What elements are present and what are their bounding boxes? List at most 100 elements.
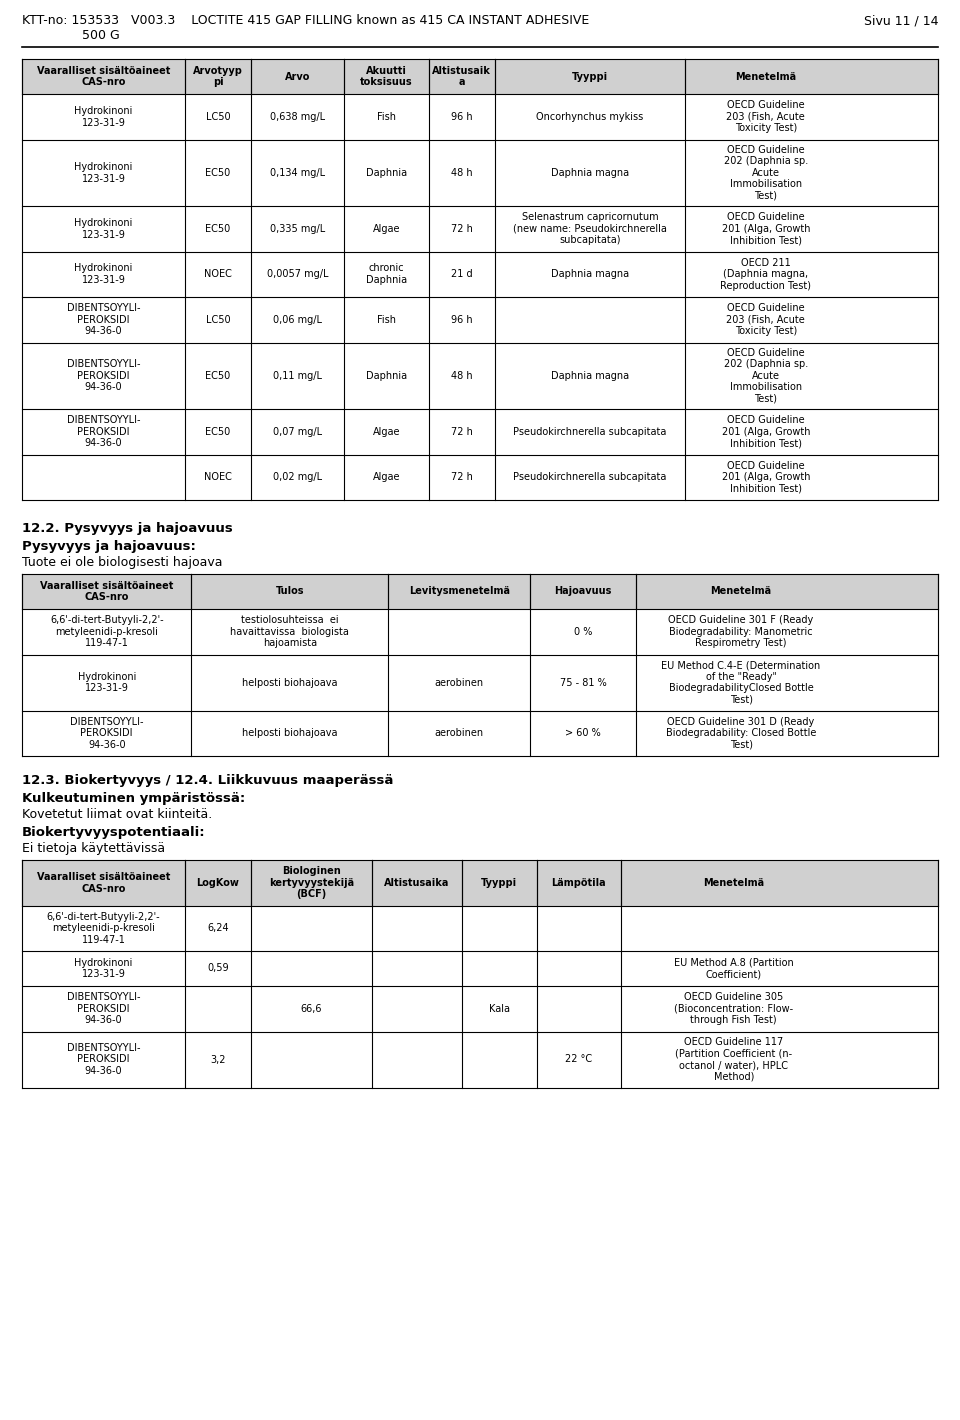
Text: Menetelmä: Menetelmä	[710, 586, 772, 596]
Text: DIBENTSOYYLI-
PEROKSIDI
94-36-0: DIBENTSOYYLI- PEROKSIDI 94-36-0	[67, 359, 140, 392]
Text: helposti biohajoava: helposti biohajoava	[242, 728, 338, 738]
Text: Tuote ei ole biologisesti hajoava: Tuote ei ole biologisesti hajoava	[22, 557, 223, 569]
Text: DIBENTSOYYLI-
PEROKSIDI
94-36-0: DIBENTSOYYLI- PEROKSIDI 94-36-0	[67, 302, 140, 337]
Text: Algae: Algae	[372, 224, 400, 234]
Text: Biologinen
kertyvyystekijä
(BCF): Biologinen kertyvyystekijä (BCF)	[269, 866, 354, 899]
Text: Biokertyvyyspotentiaali:: Biokertyvyyspotentiaali:	[22, 826, 205, 839]
Text: Daphnia magna: Daphnia magna	[551, 371, 629, 381]
Text: OECD Guideline
202 (Daphnia sp.
Acute
Immobilisation
Test): OECD Guideline 202 (Daphnia sp. Acute Im…	[724, 348, 808, 403]
Text: Hydrokinoni
123-31-9: Hydrokinoni 123-31-9	[74, 162, 132, 183]
Text: 0,134 mg/L: 0,134 mg/L	[270, 168, 325, 178]
Text: LC50: LC50	[205, 315, 230, 325]
Text: 6,6'-di-tert-Butyyli-2,2'-
metyleenidi-p-kresoli
119-47-1: 6,6'-di-tert-Butyyli-2,2'- metyleenidi-p…	[47, 912, 160, 944]
Text: Daphnia magna: Daphnia magna	[551, 168, 629, 178]
Text: OECD Guideline
201 (Alga, Growth
Inhibition Test): OECD Guideline 201 (Alga, Growth Inhibit…	[722, 460, 810, 494]
Text: 0,07 mg/L: 0,07 mg/L	[274, 427, 323, 437]
Text: NOEC: NOEC	[204, 473, 232, 483]
Text: LC50: LC50	[205, 112, 230, 122]
Text: Pseudokirchnerella subcapitata: Pseudokirchnerella subcapitata	[514, 473, 666, 483]
Text: Altistusaika: Altistusaika	[384, 878, 449, 888]
Text: aerobinen: aerobinen	[435, 728, 484, 738]
Text: Kulkeutuminen ympäristössä:: Kulkeutuminen ympäristössä:	[22, 792, 245, 805]
Text: 96 h: 96 h	[451, 315, 472, 325]
Text: Algae: Algae	[372, 427, 400, 437]
Text: DIBENTSOYYLI-
PEROKSIDI
94-36-0: DIBENTSOYYLI- PEROKSIDI 94-36-0	[67, 1042, 140, 1076]
Text: DIBENTSOYYLI-
PEROKSIDI
94-36-0: DIBENTSOYYLI- PEROKSIDI 94-36-0	[67, 993, 140, 1025]
Text: Fish: Fish	[377, 315, 396, 325]
Text: Kovetetut liimat ovat kiinteitä.: Kovetetut liimat ovat kiinteitä.	[22, 808, 212, 821]
Text: 66,6: 66,6	[300, 1004, 323, 1014]
Text: Vaaralliset sisältöaineet
CAS-nro: Vaaralliset sisältöaineet CAS-nro	[36, 65, 170, 87]
Text: Daphnia: Daphnia	[366, 371, 407, 381]
Text: EU Method A.8 (Partition
Coefficient): EU Method A.8 (Partition Coefficient)	[674, 957, 794, 980]
Text: Tulos: Tulos	[276, 586, 304, 596]
Text: Hydrokinoni
123-31-9: Hydrokinoni 123-31-9	[74, 264, 132, 285]
Text: 75 - 81 %: 75 - 81 %	[560, 677, 607, 687]
Text: EC50: EC50	[205, 427, 230, 437]
Text: chronic
Daphnia: chronic Daphnia	[366, 264, 407, 285]
Text: EC50: EC50	[205, 224, 230, 234]
Text: Hydrokinoni
123-31-9: Hydrokinoni 123-31-9	[74, 217, 132, 240]
Text: 0,0057 mg/L: 0,0057 mg/L	[267, 270, 328, 280]
Text: OECD Guideline
203 (Fish, Acute
Toxicity Test): OECD Guideline 203 (Fish, Acute Toxicity…	[727, 101, 805, 133]
Text: OECD Guideline 305
(Bioconcentration: Flow-
through Fish Test): OECD Guideline 305 (Bioconcentration: Fl…	[674, 993, 793, 1025]
Text: LogKow: LogKow	[197, 878, 239, 888]
Bar	[22, 574, 938, 609]
Text: Hydrokinoni
123-31-9: Hydrokinoni 123-31-9	[74, 957, 132, 980]
Text: Hajoavuus: Hajoavuus	[554, 586, 612, 596]
Text: EC50: EC50	[205, 168, 230, 178]
Text: 3,2: 3,2	[210, 1055, 226, 1065]
Text: KTT-no: 153533   V003.3    LOCTITE 415 GAP FILLING known as 415 CA INSTANT ADHES: KTT-no: 153533 V003.3 LOCTITE 415 GAP FI…	[22, 14, 589, 27]
Text: OECD Guideline
201 (Alga, Growth
Inhibition Test): OECD Guideline 201 (Alga, Growth Inhibit…	[722, 415, 810, 449]
Text: Akuutti
toksisuus: Akuutti toksisuus	[360, 65, 413, 87]
Text: Hydrokinoni
123-31-9: Hydrokinoni 123-31-9	[78, 672, 136, 693]
Text: 6,24: 6,24	[207, 923, 228, 933]
Text: 12.3. Biokertyvyys / 12.4. Liikkuvuus maaperässä: 12.3. Biokertyvyys / 12.4. Liikkuvuus ma…	[22, 774, 394, 787]
Text: 0,11 mg/L: 0,11 mg/L	[274, 371, 323, 381]
Text: 72 h: 72 h	[451, 427, 472, 437]
Text: Kala: Kala	[489, 1004, 510, 1014]
Text: Vaaralliset sisältöaineet
CAS-nro: Vaaralliset sisältöaineet CAS-nro	[36, 872, 170, 893]
Text: > 60 %: > 60 %	[565, 728, 601, 738]
Text: Tyyppi: Tyyppi	[572, 71, 608, 81]
Text: Menetelmä: Menetelmä	[735, 71, 797, 81]
Text: DIBENTSOYYLI-
PEROKSIDI
94-36-0: DIBENTSOYYLI- PEROKSIDI 94-36-0	[67, 415, 140, 449]
Text: 0,335 mg/L: 0,335 mg/L	[270, 224, 325, 234]
Text: OECD Guideline 117
(Partition Coefficient (n-
octanol / water), HPLC
Method): OECD Guideline 117 (Partition Coefficien…	[675, 1037, 792, 1082]
Text: Daphnia: Daphnia	[366, 168, 407, 178]
Text: 21 d: 21 d	[451, 270, 472, 280]
Text: Fish: Fish	[377, 112, 396, 122]
Text: OECD Guideline 301 F (Ready
Biodegradability: Manometric
Respirometry Test): OECD Guideline 301 F (Ready Biodegradabi…	[668, 615, 814, 649]
Text: EU Method C.4-E (Determination
of the "Ready"
BiodegradabilityClosed Bottle
Test: EU Method C.4-E (Determination of the "R…	[661, 660, 821, 704]
Text: NOEC: NOEC	[204, 270, 232, 280]
Text: 48 h: 48 h	[451, 168, 472, 178]
Text: 48 h: 48 h	[451, 371, 472, 381]
Text: Lämpötila: Lämpötila	[552, 878, 607, 888]
Text: 6,6'-di-tert-Butyyli-2,2'-
metyleenidi-p-kresoli
119-47-1: 6,6'-di-tert-Butyyli-2,2'- metyleenidi-p…	[50, 615, 163, 649]
Text: aerobinen: aerobinen	[435, 677, 484, 687]
Text: Selenastrum capricornutum
(new name: Pseudokirchnerella
subcapitata): Selenastrum capricornutum (new name: Pse…	[513, 212, 667, 246]
Text: Menetelmä: Menetelmä	[703, 878, 764, 888]
Text: OECD 211
(Daphnia magna,
Reproduction Test): OECD 211 (Daphnia magna, Reproduction Te…	[720, 257, 811, 291]
Text: 0,06 mg/L: 0,06 mg/L	[274, 315, 323, 325]
Text: 72 h: 72 h	[451, 224, 472, 234]
Bar	[22, 861, 938, 906]
Text: EC50: EC50	[205, 371, 230, 381]
Text: 0 %: 0 %	[574, 626, 592, 636]
Text: Arvotyyp
pi: Arvotyyp pi	[193, 65, 243, 87]
Text: 0,02 mg/L: 0,02 mg/L	[274, 473, 323, 483]
Text: Arvo: Arvo	[285, 71, 310, 81]
Text: 96 h: 96 h	[451, 112, 472, 122]
Text: Hydrokinoni
123-31-9: Hydrokinoni 123-31-9	[74, 106, 132, 128]
Bar	[22, 60, 938, 94]
Text: 72 h: 72 h	[451, 473, 472, 483]
Text: Pysyvyys ja hajoavuus:: Pysyvyys ja hajoavuus:	[22, 540, 196, 552]
Text: Pseudokirchnerella subcapitata: Pseudokirchnerella subcapitata	[514, 427, 666, 437]
Text: 22 °C: 22 °C	[565, 1055, 592, 1065]
Text: OECD Guideline 301 D (Ready
Biodegradability: Closed Bottle
Test): OECD Guideline 301 D (Ready Biodegradabi…	[666, 717, 816, 750]
Text: 500 G: 500 G	[82, 28, 120, 43]
Text: Sivu 11 / 14: Sivu 11 / 14	[863, 14, 938, 27]
Text: OECD Guideline
201 (Alga, Growth
Inhibition Test): OECD Guideline 201 (Alga, Growth Inhibit…	[722, 212, 810, 246]
Text: Vaaralliset sisältöaineet
CAS-nro: Vaaralliset sisältöaineet CAS-nro	[40, 581, 174, 602]
Text: Daphnia magna: Daphnia magna	[551, 270, 629, 280]
